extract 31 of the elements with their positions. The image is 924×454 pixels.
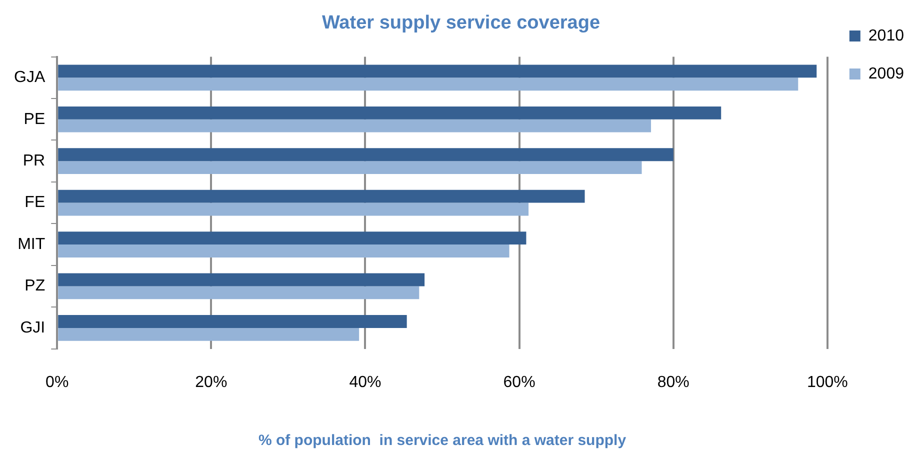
bar	[58, 78, 798, 91]
legend-label: 2010	[868, 27, 904, 44]
x-tick-label: 80%	[657, 374, 690, 391]
y-tick-label: FE	[24, 194, 46, 212]
x-tick-label: 20%	[195, 374, 228, 391]
y-tick-label: GJA	[14, 69, 46, 86]
y-tick-label: GJI	[20, 319, 46, 336]
x-tick-label: 60%	[503, 374, 536, 391]
y-tick-label: PZ	[24, 278, 46, 295]
bar	[58, 161, 642, 174]
y-tick-label: PR	[22, 152, 46, 170]
x-axis-title: % of population in service area with a water supply	[258, 432, 627, 450]
y-tick-label: PE	[24, 110, 46, 128]
chart-title: Water supply service coverage	[322, 12, 600, 34]
bar	[58, 106, 722, 120]
y-tick-label: MIT	[18, 236, 46, 253]
x-tick-label: 100%	[806, 374, 848, 391]
bar	[58, 273, 425, 286]
bar	[58, 315, 407, 328]
bar	[58, 202, 529, 216]
x-tick-label: 40%	[349, 374, 382, 391]
bar	[58, 190, 585, 203]
bar	[58, 328, 360, 341]
bar	[58, 119, 652, 132]
x-tick-label: 0%	[46, 374, 69, 391]
bar	[58, 232, 526, 245]
legend-label: 2009	[868, 65, 904, 82]
bar	[58, 64, 817, 78]
bar	[58, 148, 674, 162]
bar	[58, 286, 420, 300]
bar	[58, 244, 510, 258]
